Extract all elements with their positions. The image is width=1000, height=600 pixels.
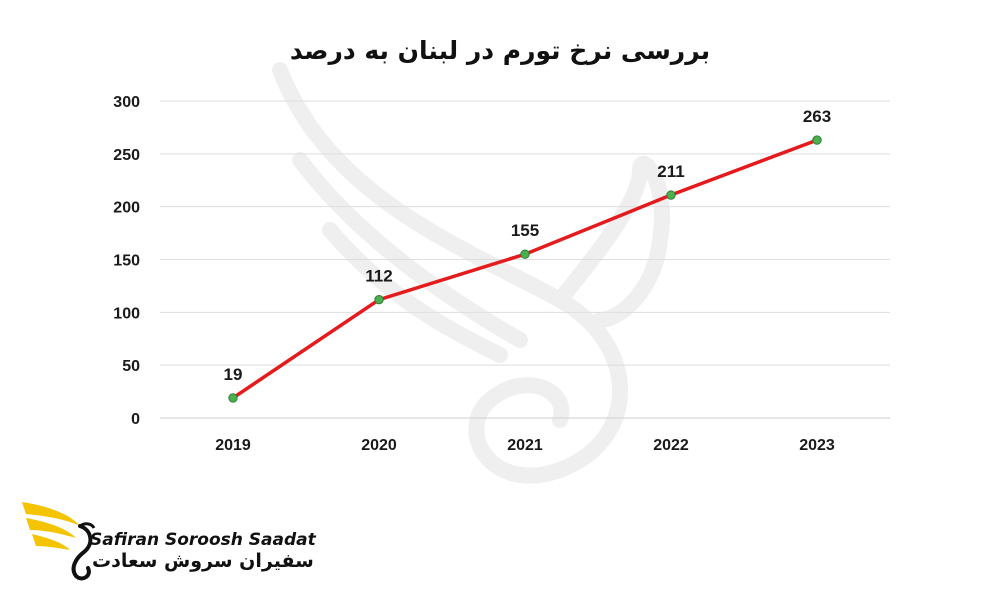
series-inflation (231, 138, 819, 400)
series-points (228, 135, 822, 403)
x-tick-label: 2021 (507, 437, 543, 454)
x-axis-ticks: 2019 2020 2021 2022 2023 (215, 437, 835, 454)
brand-name-en: Safiran Soroosh Saadat (90, 530, 316, 550)
series-line (231, 138, 819, 400)
swan-logo-icon (22, 502, 96, 581)
data-label: 19 (224, 365, 243, 384)
y-tick-label: 200 (113, 200, 140, 217)
x-tick-label: 2023 (799, 437, 835, 454)
brand-logo: Safiran Soroosh Saadat سفیران سروش سعادت (18, 492, 316, 584)
data-point (228, 393, 238, 403)
data-point (374, 294, 384, 305)
x-tick-label: 2020 (361, 437, 397, 454)
chart-title: بررسی نرخ تورم در لبنان به درصد (289, 36, 711, 65)
data-label: 263 (803, 107, 831, 126)
y-tick-label: 100 (113, 305, 140, 322)
x-tick-label: 2022 (653, 437, 689, 454)
x-tick-label: 2019 (215, 437, 251, 454)
y-axis-ticks: 0 50 100 150 200 250 300 (113, 94, 140, 428)
data-point (812, 135, 822, 145)
data-point (666, 190, 676, 200)
data-label: 155 (511, 221, 539, 240)
y-tick-label: 250 (113, 147, 140, 164)
data-label: 211 (657, 162, 684, 181)
data-label: 112 (365, 267, 392, 286)
data-labels: 19 112 155 211 263 (224, 107, 832, 384)
y-tick-label: 50 (122, 358, 140, 375)
y-tick-label: 0 (131, 411, 140, 428)
y-tick-label: 300 (113, 94, 140, 111)
brand-name-fa: سفیران سروش سعادت (92, 550, 314, 572)
gridlines (160, 100, 890, 419)
y-tick-label: 150 (113, 253, 140, 270)
data-point (520, 249, 530, 259)
